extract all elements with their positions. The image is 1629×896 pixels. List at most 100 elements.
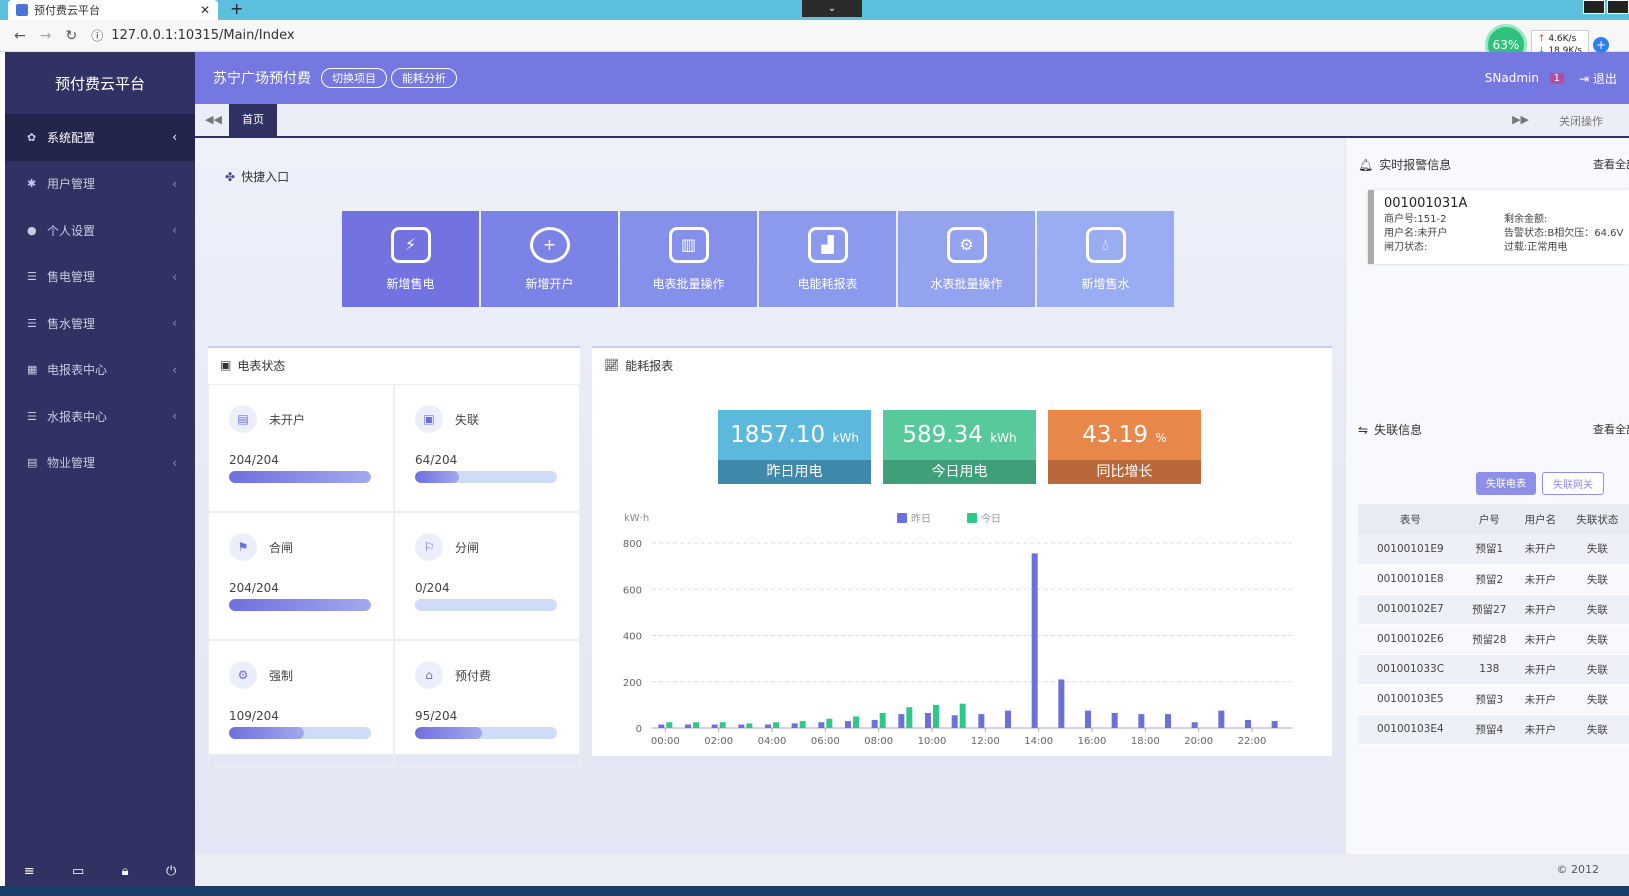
chart-bar <box>1271 721 1278 728</box>
alarm-balance: 剩余金额: <box>1504 214 1548 225</box>
sidebar-item-electric-sales[interactable]: ☰ 售电管理 ‹ <box>5 254 195 301</box>
browser-tab-title: 预付费云平台 <box>34 4 100 17</box>
table-cell: 00100101E8 <box>1358 564 1463 595</box>
table-row[interactable]: 00100102E7 预留27 未开户 失联 <box>1358 594 1629 625</box>
meter-status-panel: ▣ 电表状态 ▤ 未开户 204/204 ▣ 失联 64/204 ⚑ 合闸 204/204 ⚐ 分闸… <box>208 346 580 768</box>
logout-button[interactable]: ⇥ 退出 <box>1579 70 1629 87</box>
table-row[interactable]: 00100103E4 预留4 未开户 失联 <box>1358 714 1629 745</box>
chevron-left-icon: ‹ <box>172 130 177 145</box>
current-user[interactable]: SNadmin <box>1484 71 1539 85</box>
sidebar-item-property[interactable]: ▤ 物业管理 ‹ <box>5 440 195 487</box>
tile-water-batch[interactable]: ⚙ 水表批量操作 <box>898 211 1035 307</box>
chart-bar <box>1245 719 1251 728</box>
tile-new-account[interactable]: + 新增开户 <box>481 211 618 307</box>
sidebar-item-system-config[interactable]: ✿ 系统配置 ‹ <box>5 114 195 161</box>
tabs-next-icon[interactable]: ▶▶ <box>1512 113 1529 126</box>
tile-new-electric-sale[interactable]: ⚡ 新增售电 <box>342 211 479 307</box>
table-cell: 00100103E4 <box>1358 714 1463 745</box>
notification-badge[interactable]: 1 <box>1549 72 1564 84</box>
quick-title-label: 快捷入口 <box>241 170 290 184</box>
lost-view-all-link[interactable]: 查看全部 <box>1593 423 1629 436</box>
kpi-label: 今日用电 <box>883 460 1036 484</box>
table-row[interactable]: 00100101E8 预留2 未开户 失联 <box>1358 564 1629 595</box>
switch-off-icon: ⚐ <box>415 533 443 561</box>
chart-bar <box>1218 710 1225 728</box>
kpi-unit: kWh <box>832 431 859 445</box>
browser-tab[interactable]: 预付费云平台 ✕ <box>8 0 218 20</box>
table-cell: 未开户 <box>1515 564 1565 595</box>
forward-icon[interactable]: → <box>39 27 52 44</box>
alarm-card[interactable]: 001001031A 商户号:151-2 剩余金额: 用户名:未开户 告警状态:… <box>1368 190 1629 264</box>
meter-icon: ▤ <box>229 405 257 433</box>
energy-analysis-button[interactable]: 能耗分析 <box>391 68 457 88</box>
table-cell: 失联 <box>1564 624 1629 655</box>
tab-home[interactable]: 首页 <box>229 104 277 136</box>
back-icon[interactable]: ← <box>14 27 26 44</box>
plus-icon[interactable]: + <box>1593 37 1609 53</box>
tile-meter-batch[interactable]: ▥ 电表批量操作 <box>620 211 757 307</box>
table-row[interactable]: 00100102E6 预留28 未开户 失联 <box>1358 624 1629 655</box>
tile-label: 新增开户 <box>525 276 574 291</box>
table-row[interactable]: 00100103E5 预留3 未开户 失联 <box>1358 684 1629 715</box>
lock-icon[interactable]: 🔒︎ <box>121 863 129 879</box>
tile-energy-report[interactable]: ▟ 电能耗报表 <box>759 211 896 307</box>
logout-icon: ⇥ <box>1579 71 1593 86</box>
main-content: ✤ 快捷入口 ⚡ 新增售电 + 新增开户 ▥ 电表批量操作 ▟ 电能耗报表 ⚙ … <box>195 138 1345 854</box>
sidebar-item-label: 个人设置 <box>47 223 96 238</box>
table-cell: 失联 <box>1564 594 1629 625</box>
status-progress-bar <box>229 471 371 483</box>
table-cell: 预留3 <box>1462 684 1516 715</box>
tab-search-icon[interactable]: ⌄ <box>802 0 862 17</box>
chart-bar <box>738 724 745 728</box>
table-row[interactable]: 001001033C 138 未开户 失联 <box>1358 654 1629 685</box>
status-cell: ▣ 失联 64/204 <box>394 384 580 512</box>
tabs-prev-icon[interactable]: ◀◀ <box>205 113 222 126</box>
lost-gateway-button[interactable]: 失联网关 <box>1542 472 1604 495</box>
monitor-icon[interactable]: ▭ <box>71 863 85 879</box>
alarm-title: 实时报警信息 <box>1379 158 1452 172</box>
lost-title: 失联信息 <box>1374 423 1423 437</box>
status-progress-fill <box>229 599 371 611</box>
water-gear-icon: ⚙ <box>946 226 987 263</box>
chart-bar <box>773 722 779 728</box>
status-name: 未开户 <box>269 412 306 427</box>
minimize-icon[interactable] <box>1583 0 1605 14</box>
chart-bar <box>906 707 913 728</box>
new-tab-icon[interactable]: + <box>230 0 244 18</box>
sidebar-item-personal[interactable]: ● 个人设置 ‹ <box>5 207 195 254</box>
x-tick-label: 22:00 <box>1238 736 1267 747</box>
sidebar-item-water-sales[interactable]: ☰ 售水管理 ‹ <box>5 300 195 347</box>
alarm-view-all-link[interactable]: 查看全部 <box>1593 158 1629 171</box>
menu-icon[interactable]: ≡ <box>23 863 35 879</box>
sidebar-item-water-reports[interactable]: ☰ 水报表中心 ‹ <box>5 393 195 440</box>
logout-label: 退出 <box>1592 71 1617 86</box>
close-tab-icon[interactable]: ✕ <box>199 3 210 17</box>
tile-new-water-sale[interactable]: 💧︎ 新增售水 <box>1037 211 1174 307</box>
close-ops-button[interactable]: 关闭操作 <box>1559 115 1603 128</box>
chart-bar <box>693 722 699 728</box>
table-cell: 失联 <box>1564 714 1629 745</box>
sidebar-item-user-mgmt[interactable]: ✱ 用户管理 ‹ <box>5 161 195 208</box>
table-cell: 未开户 <box>1515 594 1565 625</box>
url-field[interactable]: 127.0.0.1:10315/Main/Index <box>111 28 295 43</box>
alarm-switch-status: 闸刀状态: <box>1384 242 1428 253</box>
power-icon[interactable]: ⏻ <box>165 863 177 879</box>
table-cell: 未开户 <box>1515 714 1565 745</box>
lost-filter-buttons: 失联电表 失联网关 <box>1476 472 1604 495</box>
switch-project-button[interactable]: 切换项目 <box>321 68 387 88</box>
sidebar-item-electric-reports[interactable]: ▦ 电报表中心 ‹ <box>5 347 195 394</box>
maximize-icon[interactable] <box>1607 0 1629 14</box>
status-cell: ⚙ 强制 109/204 <box>208 640 394 768</box>
reload-icon[interactable]: ↻ <box>65 27 78 44</box>
table-row[interactable]: 00100101E9 预留1 未开户 失联 <box>1358 534 1629 565</box>
brand-title: 预付费云平台 <box>54 74 145 93</box>
chart-bar <box>978 714 985 728</box>
chart-bar <box>666 722 673 728</box>
lost-meter-button[interactable]: 失联电表 <box>1476 472 1536 495</box>
x-tick-label: 10:00 <box>918 736 947 747</box>
chart-bar <box>853 716 859 728</box>
info-icon[interactable]: ⓘ <box>91 29 104 43</box>
meter-batch-icon: ▥ <box>668 226 709 263</box>
kpi-card: 1857.10 kWh 昨日用电 <box>718 410 871 484</box>
prepaid-icon: ⌂ <box>415 661 443 689</box>
